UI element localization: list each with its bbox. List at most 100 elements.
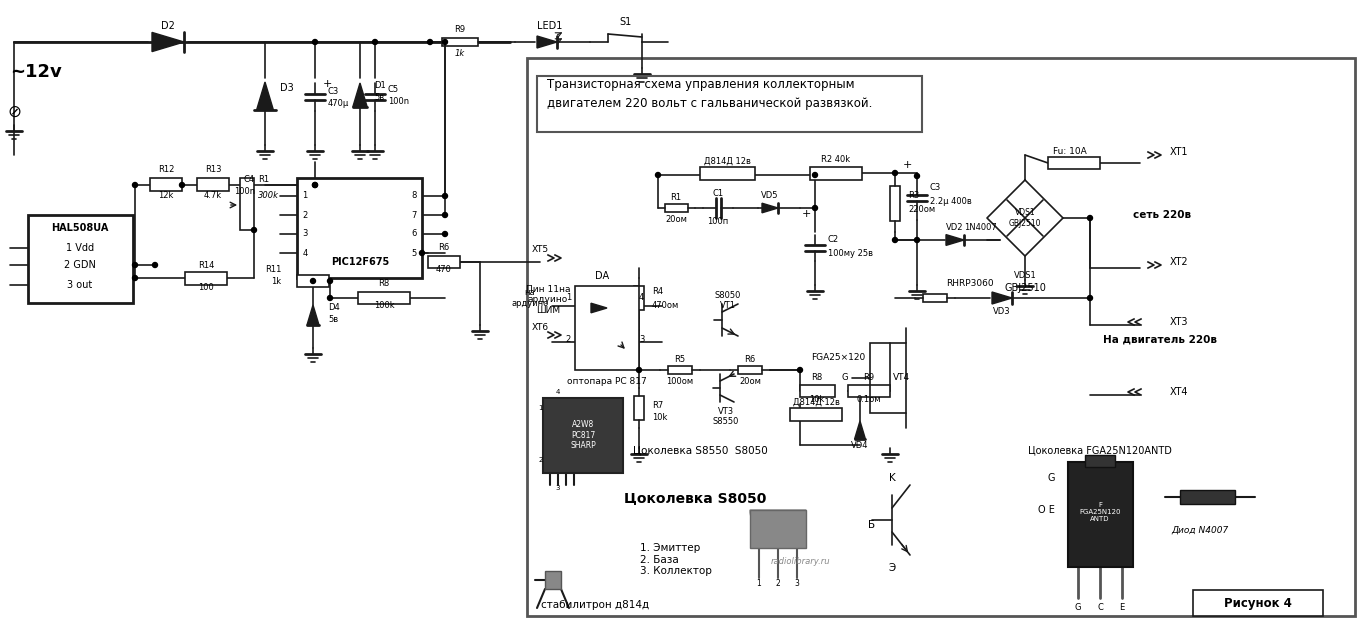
Bar (543, 398, 622, 473)
Text: R11: R11 (265, 266, 281, 274)
Text: D3: D3 (280, 83, 293, 93)
Bar (197, 178, 229, 191)
Bar (848, 385, 890, 397)
Text: Э: Э (889, 563, 895, 573)
Bar (536, 76, 921, 132)
Text: R7: R7 (652, 401, 663, 409)
Text: 1: 1 (303, 191, 307, 201)
Text: 20ом: 20ом (738, 376, 760, 386)
Text: 5в: 5в (328, 316, 339, 324)
Circle shape (812, 173, 818, 178)
Circle shape (655, 173, 661, 178)
Text: 3: 3 (302, 229, 307, 239)
Text: G: G (841, 374, 848, 382)
Text: 12k: 12k (158, 191, 173, 201)
Text: сеть 220в: сеть 220в (1133, 210, 1192, 220)
Text: A2W8
PC817
SHARP: A2W8 PC817 SHARP (571, 420, 597, 450)
Text: XT2: XT2 (1170, 257, 1189, 267)
Text: R3: R3 (908, 191, 919, 201)
Text: radiolibrary.ru: radiolibrary.ru (770, 558, 830, 566)
Bar (870, 343, 906, 413)
Text: 100: 100 (198, 282, 214, 291)
Polygon shape (992, 292, 1011, 304)
Bar (809, 167, 863, 180)
Text: 3: 3 (556, 485, 560, 491)
Bar (700, 167, 755, 180)
Circle shape (893, 171, 898, 176)
Bar (527, 58, 1355, 616)
Bar (749, 510, 805, 548)
Text: K: K (889, 473, 895, 483)
Bar (240, 178, 254, 230)
Text: R5: R5 (674, 356, 685, 364)
Text: 4: 4 (303, 249, 307, 258)
Text: +: + (902, 160, 912, 170)
Text: ⊘: ⊘ (7, 103, 20, 121)
Text: 100п: 100п (707, 217, 729, 226)
Text: Диод N4007: Диод N4007 (1171, 526, 1229, 534)
Circle shape (313, 182, 318, 188)
Text: C1: C1 (713, 189, 723, 199)
Text: 2: 2 (565, 336, 571, 344)
Text: 100мy 25в: 100мy 25в (829, 249, 874, 259)
Bar (1048, 157, 1100, 169)
Text: 1 Vdd: 1 Vdd (66, 243, 94, 253)
Text: R4: R4 (652, 288, 663, 296)
Text: Цоколевка S8050: Цоколевка S8050 (624, 491, 766, 505)
Bar (1193, 590, 1323, 616)
Text: PIC12F675: PIC12F675 (330, 257, 389, 267)
Text: 4: 4 (639, 294, 644, 302)
Text: 1k: 1k (270, 278, 281, 286)
Text: 0.1ом: 0.1ом (857, 394, 882, 404)
Text: 20ом: 20ом (665, 214, 687, 224)
Text: Рисунок 4: Рисунок 4 (1224, 596, 1291, 609)
Circle shape (310, 279, 315, 284)
Text: 3 out: 3 out (67, 280, 93, 290)
Text: 1: 1 (565, 294, 571, 302)
Bar (790, 408, 842, 421)
Bar (358, 292, 409, 304)
Bar (890, 186, 900, 221)
Circle shape (915, 174, 920, 179)
Text: на
ардуино: на ардуино (512, 288, 549, 308)
Text: 100k: 100k (374, 301, 394, 311)
Circle shape (893, 238, 898, 242)
Circle shape (419, 251, 425, 256)
Text: XT4: XT4 (1170, 387, 1189, 397)
Text: Цоколевка FGA25N120ANTD: Цоколевка FGA25N120ANTD (1028, 445, 1173, 455)
Circle shape (180, 182, 184, 188)
Text: VDS1: VDS1 (1014, 271, 1036, 281)
Text: 10k: 10k (809, 394, 824, 404)
Text: RHRP3060: RHRP3060 (946, 279, 994, 289)
Text: R6: R6 (438, 244, 449, 252)
Text: 2: 2 (303, 211, 307, 219)
Text: C3: C3 (328, 88, 340, 96)
Text: GBJ2510: GBJ2510 (1005, 283, 1046, 293)
Circle shape (373, 39, 378, 44)
Text: O E: O E (1039, 505, 1055, 515)
Bar (29, 215, 132, 303)
Text: 1. Эмиттер
2. База
3. Коллектор: 1. Эмиттер 2. База 3. Коллектор (640, 543, 713, 576)
Circle shape (442, 231, 448, 236)
Text: 1: 1 (756, 579, 762, 589)
Text: F
FGA25N120
ANTD: F FGA25N120 ANTD (1080, 502, 1121, 522)
Text: 2 GDN: 2 GDN (64, 260, 96, 270)
Text: FGA25×120: FGA25×120 (811, 354, 865, 362)
Text: VD2: VD2 (946, 224, 964, 232)
Circle shape (1088, 296, 1092, 301)
Text: 2.2μ 400в: 2.2μ 400в (930, 198, 972, 206)
Text: 300k: 300k (258, 191, 278, 199)
Text: VD5: VD5 (762, 191, 779, 199)
Circle shape (915, 238, 920, 242)
Text: Пин 11на
ардуино
ШИМ: Пин 11на ардуино ШИМ (526, 285, 571, 315)
Text: C4: C4 (244, 176, 255, 184)
Circle shape (313, 39, 318, 44)
Bar (1179, 490, 1235, 504)
Text: S1: S1 (618, 17, 631, 27)
Circle shape (1088, 216, 1092, 221)
Text: S8550: S8550 (713, 418, 740, 426)
Text: 470μ: 470μ (328, 99, 349, 107)
Text: XT6: XT6 (531, 324, 549, 332)
Text: R8: R8 (378, 279, 389, 289)
Text: 7: 7 (411, 211, 416, 219)
